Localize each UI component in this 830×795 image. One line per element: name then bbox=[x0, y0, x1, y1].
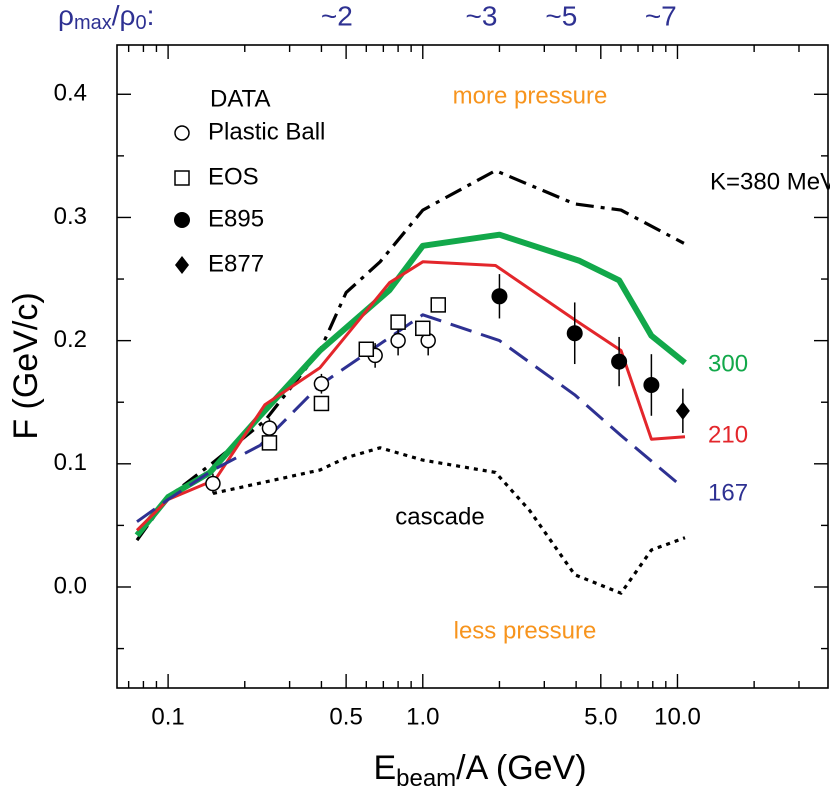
series-line bbox=[135, 260, 686, 532]
x-tick-label: 10.0 bbox=[654, 703, 701, 730]
legend-label: E895 bbox=[208, 205, 264, 232]
data-point bbox=[261, 420, 278, 436]
x-axis-label: Ebeam/A (GeV) bbox=[373, 749, 586, 792]
x-label-sub: beam bbox=[396, 765, 456, 792]
series-label: cascade bbox=[395, 503, 484, 530]
legend-symbol bbox=[174, 212, 190, 228]
series-line bbox=[134, 231, 687, 538]
top-axis-tick-label: ~3 bbox=[466, 0, 498, 31]
data-point bbox=[491, 288, 508, 305]
top-label-c: : bbox=[147, 0, 155, 31]
top-axis-label: ρmax/ρ0: bbox=[58, 0, 154, 34]
legend-label: Plastic Ball bbox=[208, 118, 325, 145]
legend-symbol bbox=[175, 256, 189, 274]
annotation: less pressure bbox=[454, 617, 597, 644]
series-label: 167 bbox=[708, 479, 748, 506]
x-tick-label: 0.1 bbox=[151, 703, 184, 730]
x-label-rest: /A (GeV) bbox=[456, 749, 586, 787]
series-label: 210 bbox=[708, 421, 748, 448]
top-label-a: ρ bbox=[58, 0, 74, 31]
data-point bbox=[611, 353, 628, 370]
legend-label: E877 bbox=[208, 250, 264, 277]
plot-frame bbox=[116, 44, 829, 689]
top-axis-tick-label: ~5 bbox=[545, 0, 577, 31]
series-line bbox=[136, 313, 681, 523]
legend-label: EOS bbox=[208, 163, 259, 190]
series-line bbox=[212, 446, 686, 595]
y-tick-label: 0.0 bbox=[54, 572, 87, 599]
x-tick-label: 1.0 bbox=[406, 703, 439, 730]
x-tick-label: 5.0 bbox=[584, 703, 617, 730]
data-point bbox=[390, 314, 406, 330]
data-point bbox=[675, 401, 690, 420]
legend-title: DATA bbox=[210, 85, 270, 112]
y-tick-label: 0.3 bbox=[54, 203, 87, 230]
data-point bbox=[358, 341, 375, 358]
series-label: 300 bbox=[708, 350, 748, 377]
data-point bbox=[415, 320, 431, 337]
y-tick-label: 0.4 bbox=[54, 80, 87, 107]
top-label-b-sub: 0 bbox=[135, 12, 146, 34]
y-tick-label: 0.2 bbox=[54, 326, 87, 353]
y-axis-label: F (GeV/c) bbox=[7, 292, 45, 439]
legend-symbol bbox=[174, 125, 190, 141]
x-tick-label: 0.5 bbox=[329, 703, 362, 730]
x-label-main: E bbox=[373, 749, 396, 787]
series-line bbox=[135, 169, 685, 542]
data-point bbox=[261, 435, 278, 451]
data-point bbox=[643, 376, 660, 393]
legend-symbol bbox=[174, 170, 190, 186]
top-axis-tick-label: ~2 bbox=[321, 0, 353, 31]
data-point bbox=[205, 475, 221, 492]
data-point bbox=[390, 332, 406, 349]
data-point bbox=[313, 395, 330, 412]
top-label-b: /ρ bbox=[112, 0, 136, 31]
series-label: K=380 MeV bbox=[710, 168, 830, 195]
annotation: more pressure bbox=[453, 82, 608, 109]
data-point bbox=[430, 297, 446, 313]
top-axis-tick-label: ~7 bbox=[645, 0, 677, 31]
data-point bbox=[313, 375, 330, 392]
data-point bbox=[566, 325, 583, 342]
y-tick-label: 0.1 bbox=[54, 449, 87, 476]
top-label-a-sub: max bbox=[74, 12, 112, 34]
